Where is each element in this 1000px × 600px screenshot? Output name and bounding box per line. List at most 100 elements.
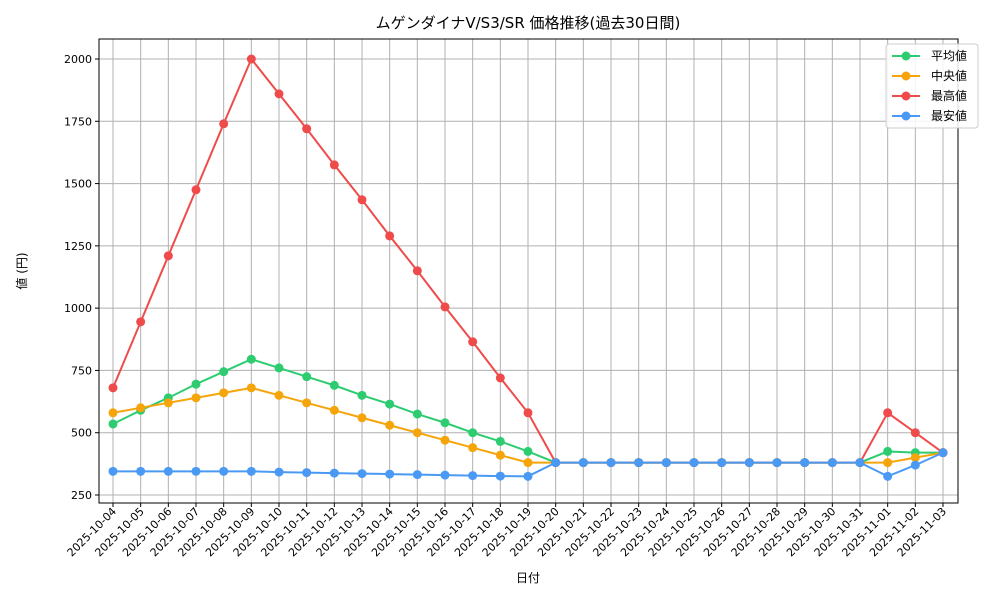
series-3 — [108, 448, 948, 481]
data-point — [523, 446, 533, 456]
legend-label: 最高値 — [931, 88, 967, 103]
data-point — [468, 337, 478, 347]
data-point — [163, 466, 173, 476]
data-point — [163, 398, 173, 408]
data-point — [910, 460, 920, 470]
y-tick-label: 1500 — [64, 178, 92, 191]
data-point — [219, 119, 229, 129]
data-point — [883, 471, 893, 481]
y-tick-label: 750 — [71, 364, 92, 377]
data-point — [883, 408, 893, 418]
data-point — [302, 372, 312, 382]
data-point — [689, 458, 699, 468]
legend-marker-icon — [901, 51, 911, 61]
data-point — [136, 317, 146, 327]
y-tick-label: 1750 — [64, 115, 92, 128]
data-point — [191, 466, 201, 476]
data-point — [440, 302, 450, 312]
grid-lines — [99, 39, 958, 503]
data-point — [412, 428, 422, 438]
data-point — [468, 471, 478, 481]
data-point — [523, 471, 533, 481]
data-point — [357, 195, 367, 205]
legend-marker-icon — [901, 111, 911, 121]
legend-label: 平均値 — [931, 48, 967, 63]
data-point — [357, 413, 367, 423]
data-point — [468, 428, 478, 438]
data-point — [108, 419, 118, 429]
data-point — [329, 468, 339, 478]
data-point — [329, 405, 339, 415]
data-point — [468, 443, 478, 453]
data-point — [302, 468, 312, 478]
data-point — [302, 398, 312, 408]
legend-label: 最安値 — [931, 108, 967, 123]
y-axis-ticks: 250 500 750 1000 1250 1500 1750 2000 — [64, 53, 99, 502]
data-point — [136, 466, 146, 476]
data-point — [385, 469, 395, 479]
data-point — [855, 458, 865, 468]
data-point — [412, 409, 422, 419]
y-tick-label: 250 — [71, 489, 92, 502]
y-axis-label: 値 (円) — [14, 252, 29, 289]
data-point — [274, 89, 284, 99]
data-point — [329, 160, 339, 170]
data-point — [772, 458, 782, 468]
data-point — [274, 467, 284, 477]
y-tick-label: 2000 — [64, 53, 92, 66]
data-point — [219, 367, 229, 377]
data-point — [357, 469, 367, 479]
data-point — [329, 380, 339, 390]
data-point — [551, 458, 561, 468]
data-point — [385, 231, 395, 241]
data-point — [412, 470, 422, 480]
data-point — [495, 471, 505, 481]
data-point — [246, 466, 256, 476]
data-series — [108, 54, 948, 481]
data-point — [800, 458, 810, 468]
data-point — [108, 466, 118, 476]
legend-box — [885, 43, 979, 129]
data-point — [302, 124, 312, 134]
legend-label: 中央値 — [931, 68, 967, 83]
data-point — [744, 458, 754, 468]
data-point — [246, 54, 256, 64]
data-point — [136, 403, 146, 413]
data-point — [108, 408, 118, 418]
data-point — [191, 379, 201, 389]
data-point — [246, 354, 256, 364]
data-point — [163, 251, 173, 261]
data-point — [606, 458, 616, 468]
data-point — [495, 436, 505, 446]
data-point — [440, 470, 450, 480]
data-point — [938, 448, 948, 458]
data-point — [246, 383, 256, 393]
data-point — [191, 185, 201, 195]
data-point — [661, 458, 671, 468]
data-point — [523, 458, 533, 468]
data-point — [274, 390, 284, 400]
y-tick-label: 500 — [71, 427, 92, 440]
data-point — [412, 266, 422, 276]
legend-marker-icon — [901, 71, 911, 81]
data-point — [827, 458, 837, 468]
data-point — [274, 363, 284, 373]
data-point — [883, 446, 893, 456]
data-point — [578, 458, 588, 468]
data-point — [219, 466, 229, 476]
data-point — [910, 453, 920, 463]
x-axis-ticks: 2025-10-042025-10-052025-10-062025-10-07… — [65, 503, 949, 559]
y-tick-label: 1000 — [64, 302, 92, 315]
data-point — [219, 388, 229, 398]
data-point — [523, 408, 533, 418]
data-point — [385, 420, 395, 430]
data-point — [108, 383, 118, 393]
data-point — [717, 458, 727, 468]
chart-title: ムゲンダイナV/S3/SR 価格推移(過去30日間) — [376, 14, 681, 32]
data-point — [883, 458, 893, 468]
data-point — [495, 450, 505, 460]
y-tick-label: 1250 — [64, 240, 92, 253]
legend-marker-icon — [901, 91, 911, 101]
